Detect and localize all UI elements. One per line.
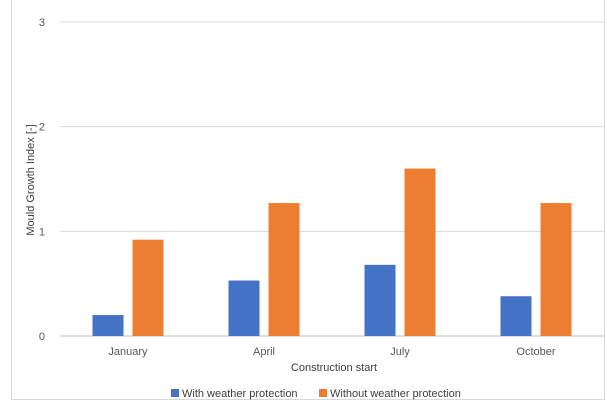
bar-october-with-protection xyxy=(500,296,532,336)
legend: With weather protection Without weather p… xyxy=(171,388,461,400)
y-tick-label: 3 xyxy=(39,17,45,29)
chart-frame xyxy=(11,0,605,400)
x-tick-label: October xyxy=(516,346,555,358)
bars xyxy=(92,168,572,336)
bar-april-without-protection xyxy=(268,203,300,336)
y-tick-label: 2 xyxy=(39,122,45,134)
bar-january-without-protection xyxy=(132,239,164,336)
bar-july-with-protection xyxy=(364,264,396,336)
legend-label: Without weather protection xyxy=(330,388,461,400)
y-tick-label: 0 xyxy=(39,331,45,343)
bar-april-with-protection xyxy=(228,280,260,336)
bar-october-without-protection xyxy=(540,203,572,336)
x-tick-label: July xyxy=(390,346,410,358)
x-tick-labels: January April July October xyxy=(108,346,555,358)
legend-label: With weather protection xyxy=(182,388,298,400)
legend-swatch xyxy=(319,389,327,397)
y-tick-label: 1 xyxy=(39,226,45,238)
x-axis-title: Construction start xyxy=(291,362,377,374)
x-tick-label: January xyxy=(108,346,148,358)
y-axis-title: Mould Growth Index [-] xyxy=(25,124,37,235)
y-tick-labels: 0 1 2 3 xyxy=(39,17,45,343)
bar-january-with-protection xyxy=(92,315,124,336)
x-tick-label: April xyxy=(253,346,275,358)
legend-swatch xyxy=(171,389,179,397)
bar-july-without-protection xyxy=(404,168,436,336)
